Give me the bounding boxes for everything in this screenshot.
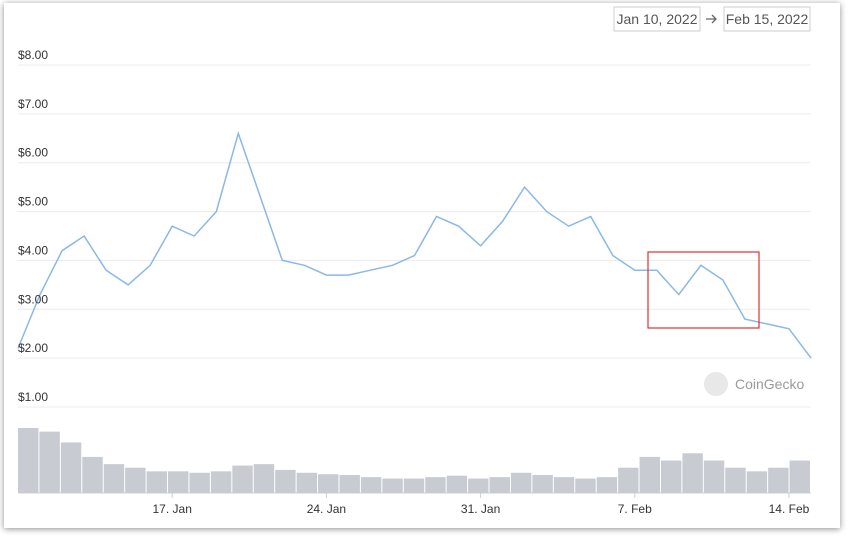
volume-bar [103,464,125,493]
volume-bar [232,465,253,493]
volume-bar [339,474,360,493]
volume-bar [360,477,382,493]
watermark-logo [704,372,728,396]
volume-bar [210,471,232,493]
y-tick-label: $3.00 [18,292,48,306]
date-from[interactable]: Jan 10, 2022 [617,11,698,27]
range-arrow [706,14,717,24]
volume-bar [468,478,489,493]
x-tick-label: 7. Feb [618,502,652,516]
x-tick-label: 31. Jan [461,502,500,516]
x-tick-label: 14. Feb [769,502,810,516]
volume-bar [596,477,618,493]
volume-bar [253,464,275,493]
y-tick-label: $4.00 [18,243,48,257]
volume-bar [575,478,596,493]
volume-bar [403,478,425,493]
volume-bar [553,477,575,493]
x-tick-label: 24. Jan [307,502,346,516]
volume-bar [60,442,82,493]
volume-bar [382,478,403,493]
watermark-text: CoinGecko [735,376,804,392]
volume-bar [682,453,703,493]
volume-bar [660,460,682,493]
volume-bar [639,456,660,493]
highlight-box [647,251,760,329]
volume-bar [425,477,446,493]
date-from-box[interactable] [613,6,701,32]
volume-bar [618,467,639,493]
volume-bar [746,471,768,493]
volume-bar [168,471,189,493]
volume-bar [275,469,296,493]
volume-bar [510,472,532,493]
y-tick-label: $6.00 [18,146,48,160]
volume-bar [725,467,746,493]
volume-bar [789,460,810,493]
price-line [17,130,812,359]
volume-bar [189,472,210,493]
volume-bar [125,467,146,493]
volume-bar [318,474,339,493]
volume-bar [446,475,468,493]
y-tick-label: $7.00 [18,97,48,111]
volume-bar [146,471,168,493]
y-tick-label: $2.00 [18,341,48,355]
volume-bar [18,428,39,493]
volume-bar [39,431,60,493]
volume-bar [489,477,510,493]
y-tick-label: $5.00 [18,195,48,209]
volume-bar [82,456,103,493]
y-tick-label: $8.00 [18,48,48,62]
volume-bar [768,467,789,493]
watermark: CoinGecko [704,372,804,396]
volume-bar [703,460,725,493]
y-tick-label: $1.00 [18,390,48,404]
date-to-box[interactable] [723,6,811,32]
date-to[interactable]: Feb 15, 2022 [726,11,809,27]
volume-bar [532,474,553,493]
x-tick-label: 17. Jan [153,502,192,516]
volume-bar [296,472,318,493]
